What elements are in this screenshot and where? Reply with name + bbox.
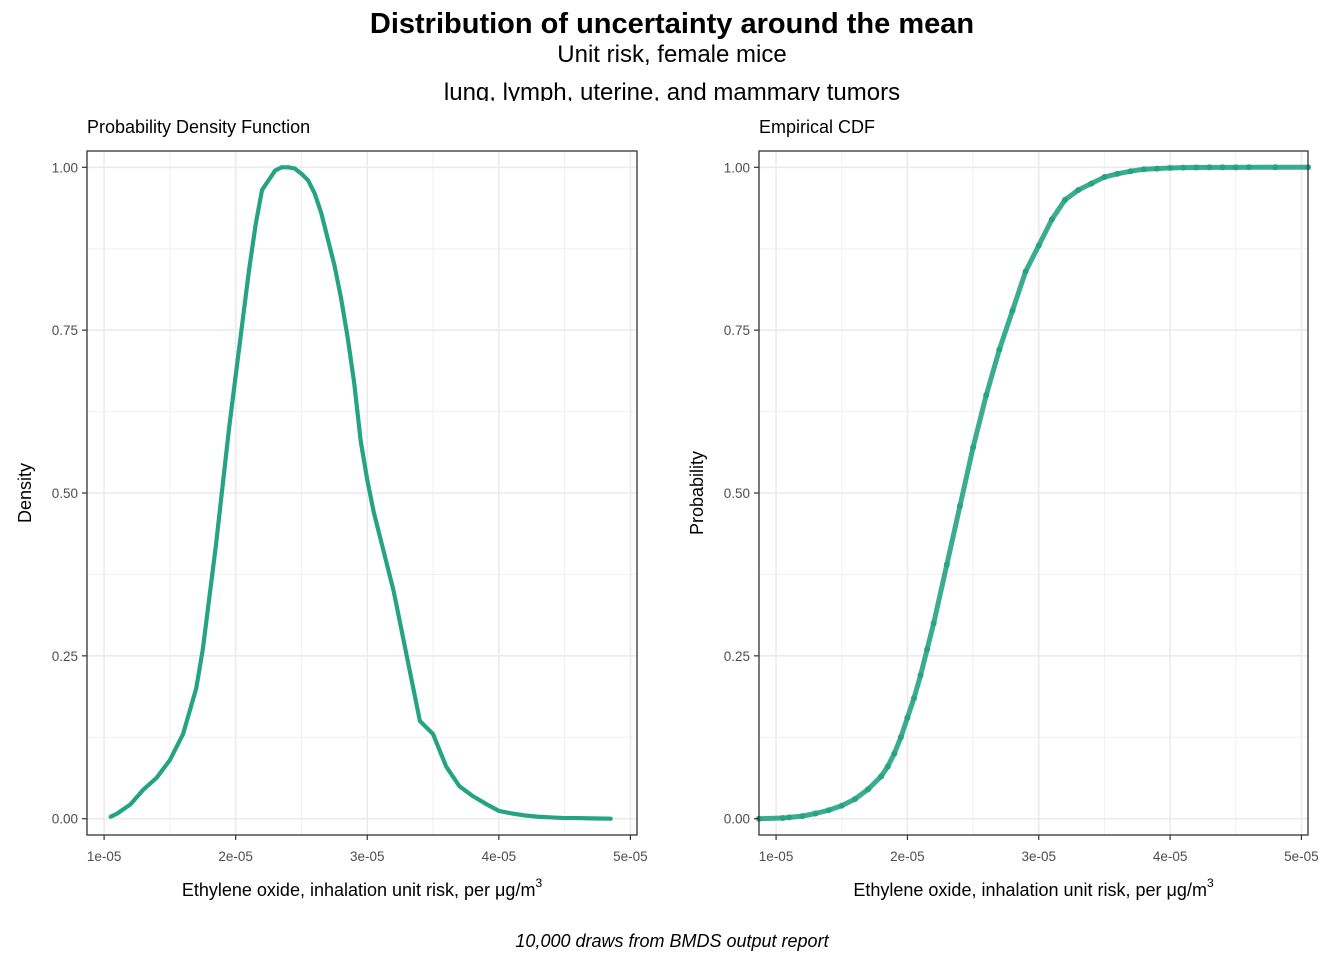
- y-axis-title: Density: [15, 463, 35, 523]
- ecdf-point: [812, 810, 819, 817]
- ecdf-point: [1088, 180, 1095, 187]
- density-line: [108, 165, 613, 821]
- ecdf-point: [825, 807, 832, 814]
- ecdf-point: [1022, 268, 1029, 275]
- ecdf-point: [1114, 170, 1121, 177]
- panel-title: Probability Density Function: [87, 117, 310, 137]
- ecdf-point: [779, 815, 786, 822]
- ecdf-point: [1180, 164, 1187, 171]
- ecdf-point: [910, 695, 917, 702]
- ecdf-point: [917, 672, 924, 679]
- ecdf-point: [1101, 174, 1108, 181]
- pdf-panel: Probability Density Function 1e-05 2e-05 3e…: [15, 117, 648, 900]
- x-tick-label: 5e-05: [1284, 849, 1319, 864]
- y-tick-label: 0.25: [724, 649, 750, 664]
- ecdf-point: [1035, 242, 1042, 249]
- x-axis-title: Ethylene oxide, inhalation unit risk, pe…: [853, 876, 1214, 900]
- ecdf-point: [970, 444, 977, 451]
- ecdf-point: [1009, 307, 1016, 314]
- ecdf-point: [1140, 166, 1147, 173]
- figure-caption: 10,000 draws from BMDS output report: [515, 931, 829, 951]
- ecdf-point: [1048, 216, 1055, 223]
- ecdf-point: [799, 813, 806, 820]
- ecdf-point: [1232, 164, 1239, 171]
- figure-subtitle-line1: Unit risk, female mice: [557, 41, 786, 68]
- ecdf-point: [1219, 164, 1226, 171]
- ecdf-point: [878, 773, 885, 780]
- ecdf-point: [956, 503, 963, 510]
- ecdf-point: [1062, 196, 1069, 203]
- ecdf-point: [786, 814, 793, 821]
- y-tick-label: 0.00: [52, 812, 78, 827]
- ecdf-point: [924, 646, 931, 653]
- ecdf-point: [851, 796, 858, 803]
- ecdf-point: [996, 346, 1003, 353]
- ecdf-point: [1206, 164, 1213, 171]
- ecdf-point: [1193, 164, 1200, 171]
- x-tick-label: 5e-05: [613, 849, 648, 864]
- ecdf-point: [884, 763, 891, 770]
- x-axis-title-superscript: 3: [535, 876, 542, 890]
- ecdf-point: [897, 734, 904, 741]
- ecdf-point: [865, 786, 872, 793]
- ecdf-point: [983, 392, 990, 399]
- x-tick-label: 2e-05: [218, 849, 253, 864]
- ecdf-point: [838, 802, 845, 809]
- x-tick-label: 4e-05: [482, 849, 517, 864]
- ecdf-point: [943, 561, 950, 568]
- ecdf-point: [1167, 164, 1174, 171]
- ecdf-point: [1153, 165, 1160, 172]
- ecdf-point: [1272, 164, 1279, 171]
- ecdf-point: [930, 620, 937, 627]
- ecdf-point: [1127, 168, 1134, 175]
- ecdf-point: [1245, 164, 1252, 171]
- figure-title: Distribution of uncertainty around the m…: [370, 8, 974, 40]
- y-tick-label: 0.50: [52, 486, 78, 501]
- ecdf-point: [1075, 187, 1082, 194]
- x-tick-label: 3e-05: [1021, 849, 1056, 864]
- y-axis-title: Probability: [687, 451, 707, 535]
- y-tick-label: 0.25: [52, 649, 78, 664]
- ecdf-point: [904, 714, 911, 721]
- x-tick-label: 4e-05: [1153, 849, 1188, 864]
- x-tick-label: 3e-05: [350, 849, 385, 864]
- subtitle-clip-mask: [0, 101, 1344, 111]
- x-tick-label: 2e-05: [890, 849, 925, 864]
- x-axis-title: Ethylene oxide, inhalation unit risk, pe…: [182, 876, 543, 900]
- y-tick-label: 1.00: [52, 160, 78, 175]
- x-tick-label: 1e-05: [759, 849, 794, 864]
- ecdf-point: [891, 750, 898, 757]
- ecdf-panel: Empirical CDF 1e-05 2e-05 3e-05 4e-05 5e-05 0.…: [687, 117, 1319, 900]
- x-tick-label: 1e-05: [87, 849, 122, 864]
- y-tick-label: 0.75: [724, 323, 750, 338]
- x-axis-title-superscript: 3: [1207, 876, 1214, 890]
- y-tick-label: 0.75: [52, 323, 78, 338]
- y-tick-label: 0.50: [724, 486, 750, 501]
- y-tick-label: 0.00: [724, 812, 750, 827]
- panel-title: Empirical CDF: [759, 117, 875, 137]
- y-tick-label: 1.00: [724, 160, 750, 175]
